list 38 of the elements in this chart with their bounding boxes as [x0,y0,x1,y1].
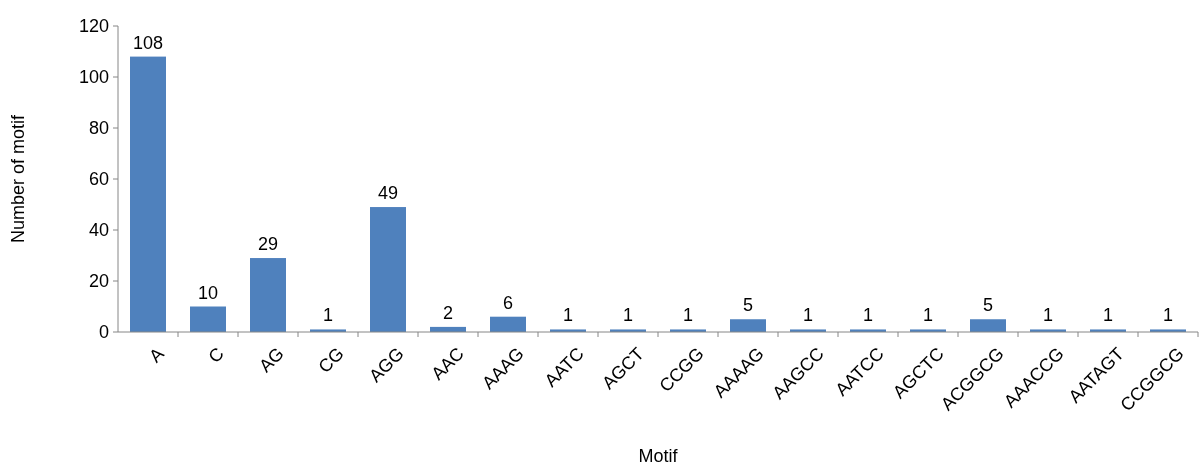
bar [130,56,166,332]
x-tick-label: CG [314,343,348,377]
data-label: 108 [132,32,164,53]
data-label: 1 [922,305,934,326]
data-label: 1 [682,305,694,326]
data-label: 49 [377,183,399,204]
data-label: 1 [322,305,334,326]
data-label: 5 [742,295,754,316]
bar [970,319,1006,332]
bar [490,316,526,332]
x-tick-label: AG [255,343,288,377]
bar [250,258,286,332]
y-tick-label: 0 [98,322,109,343]
data-label: 1 [1042,305,1054,326]
y-tick-label: 60 [88,169,109,190]
x-tick-label: C [204,343,228,367]
y-tick-label: 80 [88,118,109,139]
data-label: 1 [562,305,574,326]
data-label: 2 [442,302,454,323]
y-tick-label: 20 [88,271,109,292]
data-label: 1 [1102,305,1114,326]
y-tick-label: 120 [78,16,109,37]
data-label: 1 [802,305,814,326]
x-axis-title: Motif [638,446,679,466]
y-axis-title: Number of motif [8,113,28,244]
data-label: 5 [982,295,994,316]
x-tick-label: A [145,343,168,367]
y-tick-label: 100 [78,67,109,88]
data-label: 1 [862,305,874,326]
data-label: 1 [622,305,634,326]
bar [730,319,766,332]
bar [190,306,226,332]
y-tick-label: 40 [88,220,109,241]
data-label: 10 [197,282,219,303]
data-label: 6 [502,292,514,313]
bar [370,207,406,332]
data-label: 1 [1162,305,1174,326]
data-label: 29 [257,234,279,255]
